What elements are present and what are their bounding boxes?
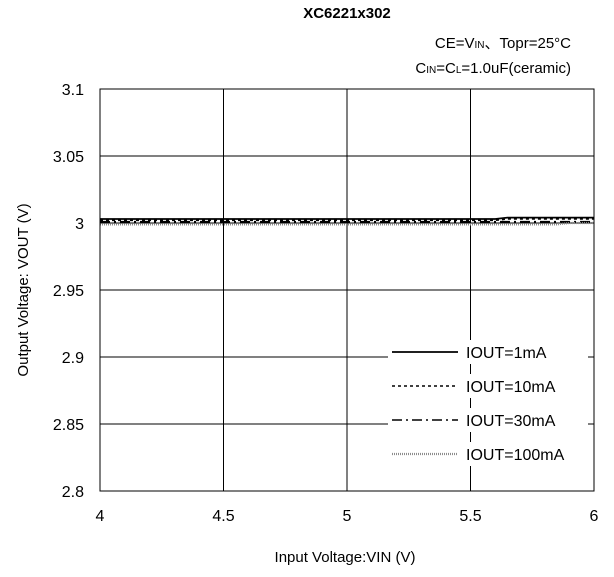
y-axis-label: Output Voltage: VOUT (V) (15, 203, 32, 376)
conditions-vin-sub: IN (475, 40, 485, 51)
x-tick-label: 4.5 (212, 508, 234, 525)
series-line-1 (100, 216, 594, 220)
y-tick-label: 2.85 (53, 417, 84, 434)
conditions-line-1: CE=VIN、Topr=25°C (435, 35, 571, 52)
series-layer (100, 216, 594, 226)
axis-layer: 4 4.5 5 5.5 6 2.8 2.85 2.9 2.95 3 3.05 3.1 (53, 82, 599, 525)
legend-label: IOUT=30mA (466, 413, 556, 430)
conditions-c: C (415, 60, 426, 77)
conditions-line-2: CIN=CL=1.0uF(ceramic) (415, 60, 571, 77)
chart-title: XC6221x302 (303, 5, 391, 22)
legend-bg (388, 442, 588, 466)
y-tick-label: 3.05 (53, 149, 84, 166)
y-tick-label: 2.9 (62, 350, 84, 367)
legend-bg (388, 374, 588, 398)
x-axis-label: Input Voltage:VIN (V) (275, 549, 416, 566)
y-tick-label: 2.95 (53, 283, 84, 300)
x-tick-label: 5.5 (459, 508, 481, 525)
legend-layer: IOUT=1mA IOUT=10mA IOUT=30mA IOUT=100mA (388, 340, 588, 466)
x-tick-label: 6 (590, 508, 599, 525)
y-tick-label: 3 (75, 216, 84, 233)
legend-label: IOUT=10mA (466, 379, 556, 396)
legend-label: IOUT=1mA (466, 345, 547, 362)
x-tick-label: 4 (96, 508, 105, 525)
y-tick-label: 2.8 (62, 484, 84, 501)
conditions-value: =1.0uF(ceramic) (461, 60, 571, 77)
conditions-ce: CE=V (435, 35, 475, 52)
conditions-topr: 、Topr=25°C (485, 35, 572, 52)
x-tick-label: 5 (343, 508, 352, 525)
conditions-eq-c: =C (436, 60, 456, 77)
conditions-in-sub: IN (426, 65, 436, 76)
y-tick-label: 3.1 (62, 82, 84, 99)
conditions-l-sub: L (456, 65, 462, 76)
series-line-4 (100, 221, 594, 226)
plot-frame (99, 88, 595, 492)
legend-label: IOUT=100mA (466, 447, 565, 464)
